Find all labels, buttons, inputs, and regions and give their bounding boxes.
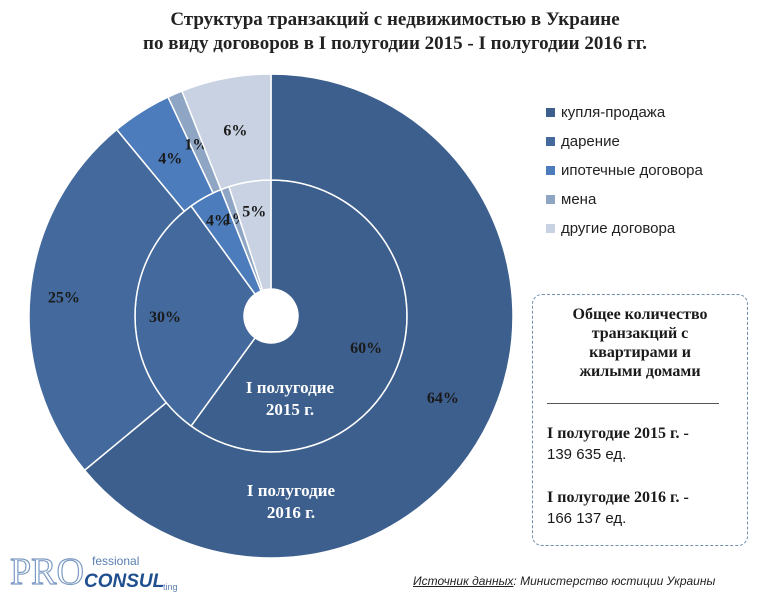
legend-label: мена bbox=[561, 191, 597, 208]
data-label-outer-другие-договора: 6% bbox=[223, 122, 247, 139]
slice-outer-купля-продажа bbox=[83, 73, 514, 559]
data-label-inner-ипотечные-договора: 4% bbox=[206, 213, 230, 230]
info-box-title: Общее количество транзакций с квартирами… bbox=[533, 305, 747, 381]
data-label-outer-ипотечные-договора: 4% bbox=[158, 150, 182, 167]
chart-title-line1: Структура транзакций с недвижимостью в У… bbox=[170, 9, 620, 30]
slice-outer-другие-договора bbox=[180, 73, 272, 191]
legend-item-mena: мена bbox=[546, 185, 703, 214]
slice-outer-дарение bbox=[28, 128, 186, 472]
series-label-outer: I полугодие bbox=[247, 481, 336, 500]
info-entry-value: 166 137 ед. bbox=[547, 510, 627, 527]
legend-item-drugie: другие договора bbox=[546, 214, 703, 243]
info-title-line: транзакций с bbox=[591, 325, 689, 342]
info-title-line: квартирами и bbox=[589, 344, 691, 361]
legend-swatch bbox=[546, 166, 555, 175]
legend-swatch bbox=[546, 224, 555, 233]
chart-legend: купля-продажа дарение ипотечные договора… bbox=[546, 98, 703, 243]
data-label-inner-дарение: 30% bbox=[149, 309, 181, 326]
logo-pro-text: PRO bbox=[10, 551, 84, 593]
info-entry-label: I полугодие 2016 г. - bbox=[547, 489, 689, 506]
legend-label: другие договора bbox=[561, 220, 676, 237]
info-divider bbox=[547, 403, 719, 404]
data-label-outer-дарение: 25% bbox=[48, 289, 80, 306]
legend-label: ипотечные договора bbox=[561, 162, 703, 179]
info-entry-2016: I полугодие 2016 г. - 166 137 ед. bbox=[547, 487, 689, 529]
legend-label: купля-продажа bbox=[561, 104, 666, 121]
data-label-inner-другие-договора: 5% bbox=[242, 203, 266, 220]
logo-ting-text: ting bbox=[163, 582, 178, 592]
series-label-outer: 2016 г. bbox=[267, 503, 315, 522]
legend-item-ipoteka: ипотечные договора bbox=[546, 156, 703, 185]
info-entry-label: I полугодие 2015 г. - bbox=[547, 425, 689, 442]
series-label-inner: I полугодие bbox=[246, 378, 335, 397]
logo-consul-text: CONSUL bbox=[84, 571, 164, 592]
legend-swatch bbox=[546, 195, 555, 204]
legend-swatch bbox=[546, 137, 555, 146]
chart-title: Структура транзакций с недвижимостью в У… bbox=[0, 8, 766, 56]
legend-label: дарение bbox=[561, 133, 620, 150]
legend-swatch bbox=[546, 108, 555, 117]
info-entry-value: 139 635 ед. bbox=[547, 446, 627, 463]
source-text: : Министерство юстиции Украины bbox=[513, 574, 716, 588]
total-transactions-box: Общее количество транзакций с квартирами… bbox=[532, 294, 748, 546]
chart-title-line2: по виду договоров в I полугодии 2015 - I… bbox=[143, 33, 647, 54]
data-source-note: Источник данных: Министерство юстиции Ук… bbox=[413, 574, 715, 588]
info-title-line: жилыми домами bbox=[579, 363, 701, 380]
proconsulting-logo: PRO fessional CONSUL ting bbox=[9, 551, 178, 593]
logo-fessional-text: fessional bbox=[92, 554, 139, 568]
legend-item-darenie: дарение bbox=[546, 127, 703, 156]
source-label: Источник данных bbox=[413, 574, 514, 588]
data-label-inner-купля-продажа: 60% bbox=[350, 340, 382, 357]
legend-item-kuplya: купля-продажа bbox=[546, 98, 703, 127]
series-label-inner: 2015 г. bbox=[266, 400, 314, 419]
info-entry-2015: I полугодие 2015 г. - 139 635 ед. bbox=[547, 423, 689, 465]
data-label-outer-купля-продажа: 64% bbox=[427, 390, 459, 407]
info-title-line: Общее количество bbox=[572, 306, 708, 323]
